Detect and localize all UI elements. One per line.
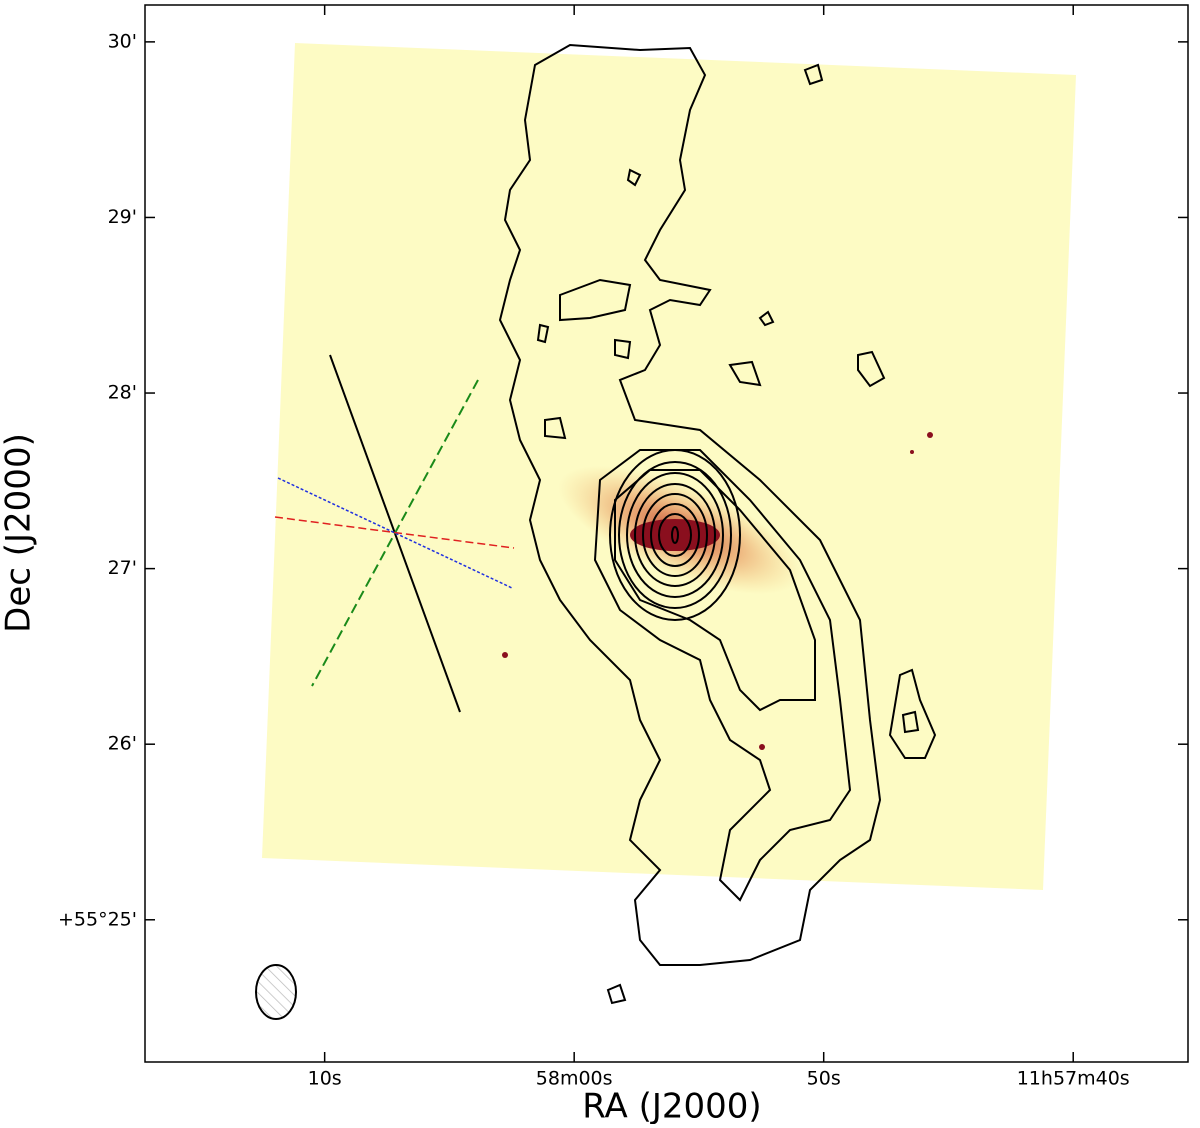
contour (606, 983, 627, 1005)
contour (536, 323, 550, 344)
contours (498, 43, 937, 1005)
star (502, 652, 508, 658)
star (910, 450, 914, 454)
contour (614, 338, 632, 360)
axis-line (274, 516, 515, 549)
y-tick-label: 26' (108, 733, 137, 755)
contour (593, 449, 852, 902)
x-tick-label: 50s (807, 1068, 841, 1090)
contour (758, 310, 775, 327)
contour (498, 43, 882, 966)
contour (618, 461, 732, 609)
contour (658, 513, 692, 557)
y-tick-label: 27' (108, 557, 137, 579)
contour (857, 350, 886, 388)
contour (671, 526, 679, 544)
x-tick-label: 10s (308, 1068, 342, 1090)
contour (888, 668, 937, 759)
y-axis-title: Dec (J2000) (0, 433, 39, 633)
contour (642, 493, 708, 577)
star (759, 744, 765, 750)
beam (255, 964, 297, 1020)
contour (803, 63, 824, 86)
star (927, 432, 933, 438)
contour (901, 710, 920, 734)
contour (609, 449, 741, 621)
contour (544, 416, 567, 440)
y-tick-label: 28' (108, 382, 137, 404)
image-frame (262, 43, 1076, 890)
y-tick-label: 29' (108, 206, 137, 228)
plot-frame (144, 4, 1189, 1063)
contour (634, 483, 716, 587)
y-tick-label: +55°25' (58, 908, 137, 930)
contour (626, 168, 642, 187)
x-tick-label: 58m00s (536, 1068, 613, 1090)
contour (728, 360, 762, 387)
x-tick-label: 11h57m40s (1017, 1068, 1130, 1090)
x-axis-title: RA (J2000) (582, 1087, 761, 1125)
contour (650, 503, 700, 567)
y-tick-label: 30' (108, 30, 137, 52)
contour (626, 472, 724, 598)
axis-line (277, 477, 513, 589)
contour (559, 278, 632, 322)
